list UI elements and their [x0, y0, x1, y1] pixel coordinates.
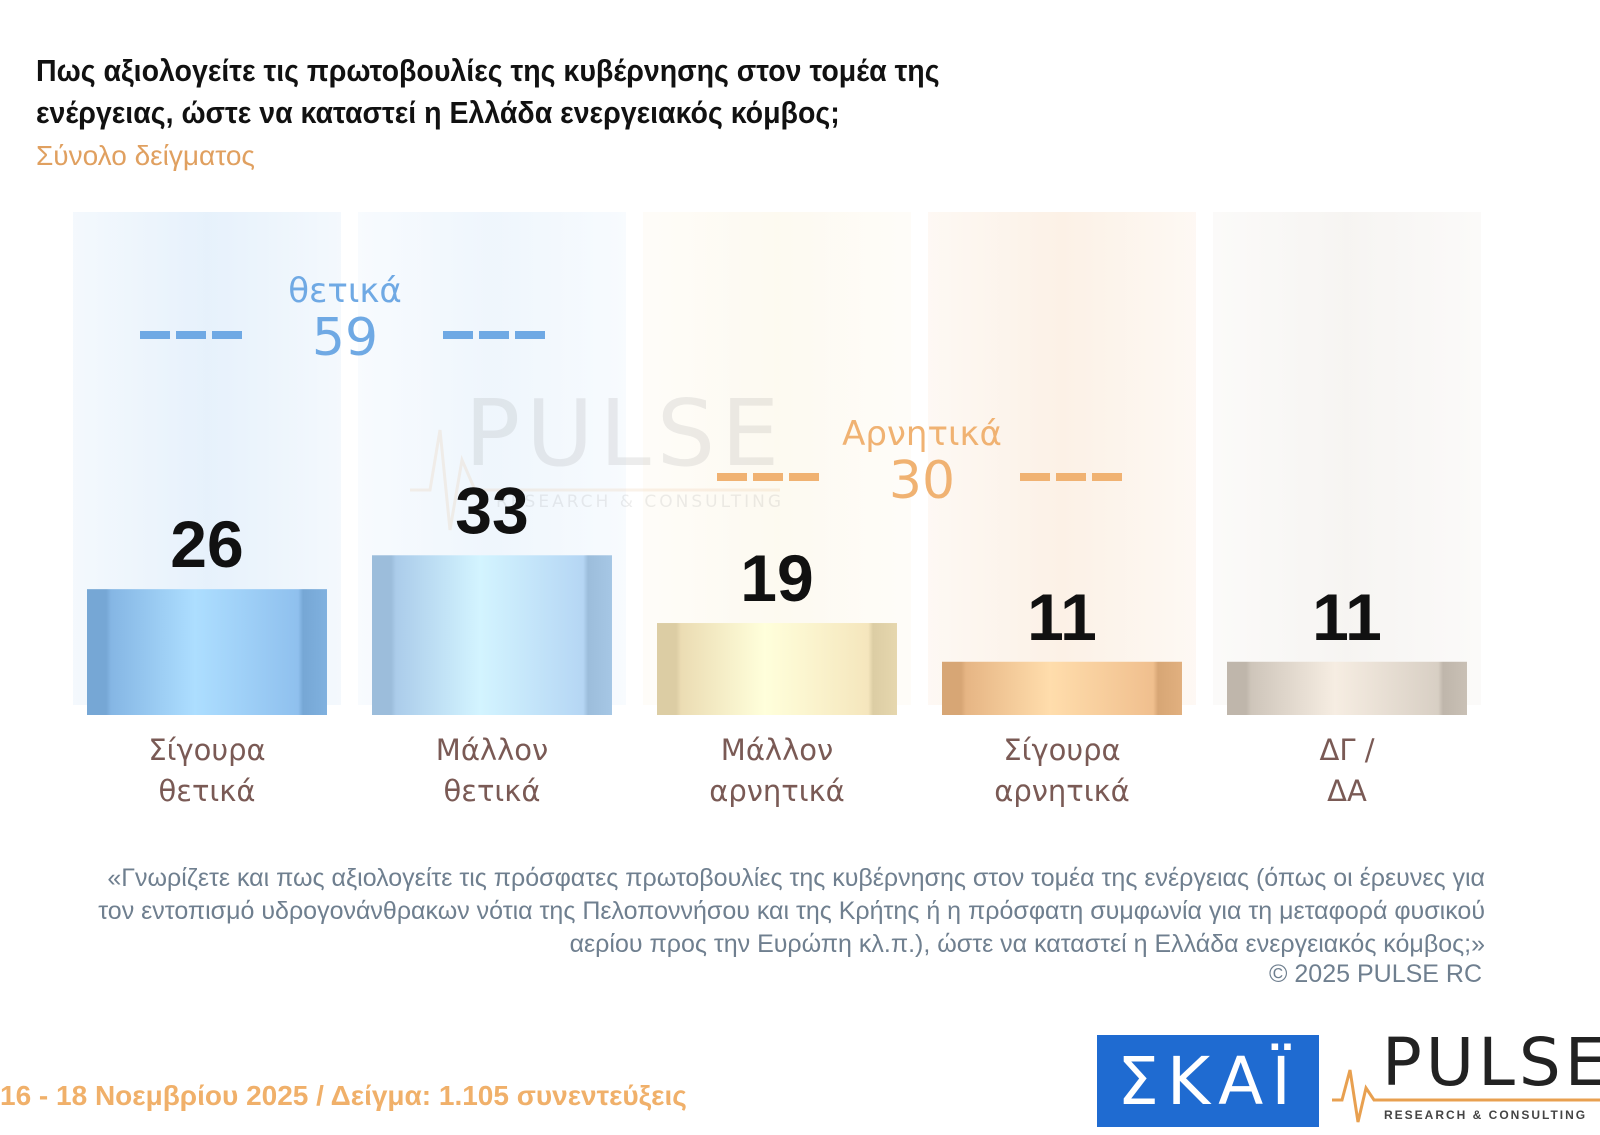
category-label: Σίγουρα: [148, 733, 265, 767]
pulse-watermark: PULSE RESEARCH & CONSULTING: [410, 380, 786, 531]
pulse-logo-word: PULSE: [1382, 1024, 1600, 1101]
chart-subtitle: Σύνολο δείγματος: [36, 140, 255, 171]
bar: [942, 661, 1182, 715]
category-label: ΔΓ /: [1320, 733, 1375, 767]
bar-value-label: 11: [1312, 580, 1382, 654]
group-value: 59: [312, 308, 378, 368]
bar: [1227, 661, 1467, 715]
fieldwork-info: 16 - 18 Νοεμβρίου 2025 / Δείγμα: 1.105 σ…: [0, 1080, 687, 1111]
bar-value-label: 26: [170, 507, 243, 581]
bar-value-label: 11: [1027, 580, 1097, 654]
chart-title: Πως αξιολογείτε τις πρωτοβουλίες της κυβ…: [36, 53, 940, 130]
group-label: θετικά: [288, 271, 402, 311]
bar: [87, 589, 327, 715]
bar: [372, 555, 612, 715]
watermark-tagline: RESEARCH & CONSULTING: [496, 492, 784, 512]
category-label: Μάλλον: [721, 733, 833, 767]
bar-value-label: 33: [455, 473, 528, 547]
group-value: 30: [889, 451, 955, 511]
category-label: αρνητικά: [709, 774, 845, 808]
pulse-logo-line: [1332, 1069, 1600, 1123]
skai-logo-text: ΣΚΑΪ: [1117, 1042, 1299, 1120]
bar-background-panel: [643, 212, 911, 705]
watermark-pulse-line: [410, 429, 780, 531]
bar-value-label: 19: [740, 541, 813, 615]
category-label: ΔΑ: [1327, 774, 1367, 808]
pulse-logo: PULSE RESEARCH & CONSULTING: [1332, 1024, 1600, 1130]
pulse-logo-tagline: RESEARCH & CONSULTING: [1384, 1108, 1588, 1122]
bar: [657, 623, 897, 715]
bar-background-panel: [928, 212, 1196, 705]
watermark-brand: PULSE: [465, 380, 786, 487]
copyright: © 2025 PULSE RC: [1269, 960, 1482, 988]
category-label: θετικά: [444, 774, 541, 808]
category-label: Μάλλον: [436, 733, 548, 767]
question-footnote: «Γνωρίζετε και πως αξιολογείτε τις πρόσφ…: [98, 864, 1485, 958]
category-label: θετικά: [159, 774, 256, 808]
category-label: Σίγουρα: [1003, 733, 1120, 767]
group-label: Αρνητικά: [842, 414, 1002, 454]
bar-background-panel: [1213, 212, 1481, 705]
category-label: αρνητικά: [994, 774, 1130, 808]
skai-logo: ΣΚΑΪ: [1097, 1035, 1319, 1127]
bar-chart: PULSE RESEARCH & CONSULTING θετικά59Αρνη…: [73, 212, 1481, 808]
